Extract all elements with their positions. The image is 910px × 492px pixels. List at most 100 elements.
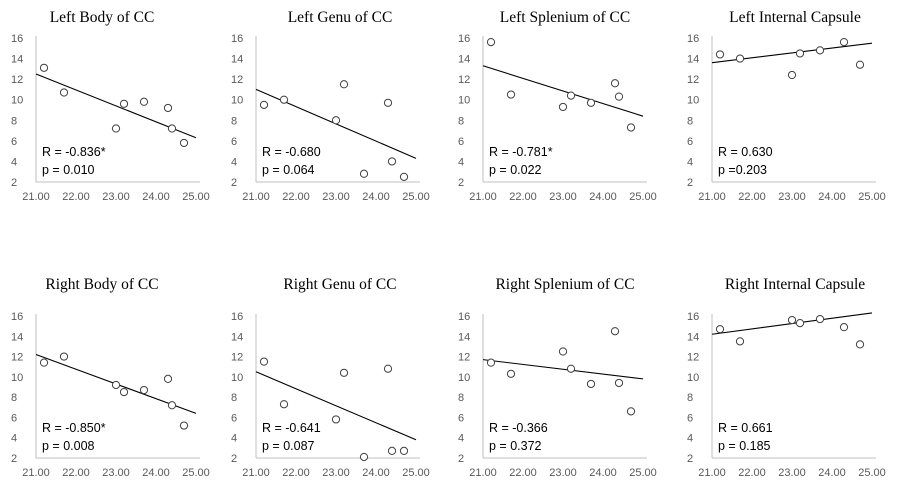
y-tick-label: 10: [458, 372, 470, 384]
x-tick-label: 25.00: [402, 467, 430, 479]
y-tick-label: 2: [11, 453, 17, 465]
x-tick-label: 24.00: [362, 467, 390, 479]
data-point: [331, 415, 341, 424]
y-tick-label: 2: [687, 177, 693, 189]
data-point: [339, 368, 349, 377]
data-point: [558, 102, 568, 112]
y-tick-label: 6: [231, 412, 237, 424]
data-point: [506, 90, 516, 99]
data-point: [735, 54, 745, 63]
x-tick-label: 22.00: [738, 467, 766, 479]
scatter-panel-8: Right Internal Capsule 2 4 6 8 10 12 14 16 21.00 2…: [687, 276, 886, 479]
y-tick-label: 10: [11, 372, 23, 384]
data-point: [614, 92, 624, 101]
y-tick-label: 8: [458, 115, 464, 127]
x-tick-label: 24.00: [818, 191, 846, 203]
y-tick-label: 6: [231, 136, 237, 148]
y-tick-label: 14: [458, 331, 470, 343]
data-point: [815, 46, 825, 55]
data-point: [179, 421, 189, 430]
y-tick-label: 2: [687, 453, 693, 465]
y-tick-label: 10: [458, 95, 470, 107]
x-tick-label: 22.00: [509, 191, 537, 203]
y-tick-label: 16: [458, 33, 470, 45]
trend-line: [711, 42, 873, 64]
y-tick-label: 14: [458, 54, 470, 66]
y-tick-label: 14: [11, 54, 23, 66]
data-point: [787, 70, 797, 80]
y-tick-label: 10: [231, 372, 243, 384]
x-tick-label: 22.00: [282, 467, 310, 479]
y-tick-label: 6: [11, 136, 17, 148]
x-tick-label: 22.00: [62, 467, 90, 479]
x-tick-label: 24.00: [142, 191, 170, 203]
y-tick-label: 14: [11, 331, 23, 343]
correlation-label: R = -0.836*: [42, 145, 106, 159]
y-tick-label: 12: [687, 74, 699, 86]
y-tick-label: 4: [231, 433, 237, 445]
data-point: [179, 138, 189, 148]
p-value-label: p =0.203: [718, 163, 767, 177]
scatter-panel-3: Left Splenium of CC 2 4 6 8 10 12 14 16 21.00 22.0…: [458, 9, 657, 203]
correlation-label: R = -0.781*: [489, 145, 553, 159]
data-point: [815, 314, 825, 324]
y-tick-label: 4: [687, 433, 693, 445]
y-tick-label: 6: [687, 412, 693, 424]
data-point: [614, 378, 624, 388]
data-point: [119, 387, 129, 397]
data-point: [167, 124, 177, 133]
y-tick-label: 12: [11, 352, 23, 364]
x-tick-label: 24.00: [589, 191, 617, 203]
data-point: [795, 319, 805, 328]
chart-title: Right Internal Capsule: [725, 276, 865, 293]
data-point: [59, 88, 69, 97]
correlation-label: R = 0.630: [718, 145, 773, 159]
data-point: [279, 400, 289, 409]
trend-line: [482, 65, 644, 117]
data-point: [566, 91, 576, 100]
y-tick-label: 12: [231, 352, 243, 364]
y-tick-label: 16: [687, 311, 699, 323]
chart-title: Left Body of CC: [50, 9, 155, 26]
data-point: [139, 97, 149, 106]
y-tick-label: 6: [687, 136, 693, 148]
scatter-panel-6: Right Genu of CC 2 4 6 8 10 12 14 16 21.00 22.00 23…: [231, 276, 430, 479]
data-point: [566, 364, 576, 373]
data-point: [359, 169, 369, 178]
correlation-label: R = -0.366: [489, 421, 548, 435]
y-tick-label: 10: [687, 95, 699, 107]
x-tick-label: 24.00: [818, 467, 846, 479]
y-tick-label: 2: [231, 453, 237, 465]
data-point: [506, 369, 516, 378]
x-tick-label: 24.00: [142, 467, 170, 479]
y-tick-label: 14: [687, 331, 699, 343]
data-point: [610, 327, 620, 336]
data-point: [626, 407, 636, 416]
correlation-label: R = -0.680: [262, 145, 321, 159]
data-point: [163, 103, 173, 113]
y-tick-label: 8: [687, 115, 693, 127]
x-tick-label: 23.00: [778, 191, 806, 203]
y-tick-label: 8: [11, 392, 17, 404]
y-tick-label: 8: [231, 115, 237, 127]
y-tick-label: 16: [231, 311, 243, 323]
y-tick-label: 12: [11, 74, 23, 86]
y-tick-label: 12: [687, 352, 699, 364]
y-tick-label: 2: [458, 177, 464, 189]
p-value-label: p = 0.087: [262, 439, 315, 453]
x-tick-label: 23.00: [322, 467, 350, 479]
x-tick-label: 21.00: [469, 467, 497, 479]
data-point: [715, 325, 725, 334]
x-tick-label: 25.00: [182, 467, 210, 479]
x-tick-label: 24.00: [589, 467, 617, 479]
data-point: [399, 446, 409, 455]
x-tick-label: 22.00: [282, 191, 310, 203]
data-point: [111, 124, 121, 133]
data-point: [259, 357, 269, 366]
data-point: [387, 446, 397, 455]
y-tick-label: 8: [458, 392, 464, 404]
chart-title: Left Splenium of CC: [500, 9, 630, 26]
y-tick-label: 2: [231, 177, 237, 189]
y-tick-label: 4: [11, 433, 17, 445]
x-tick-label: 21.00: [22, 467, 50, 479]
